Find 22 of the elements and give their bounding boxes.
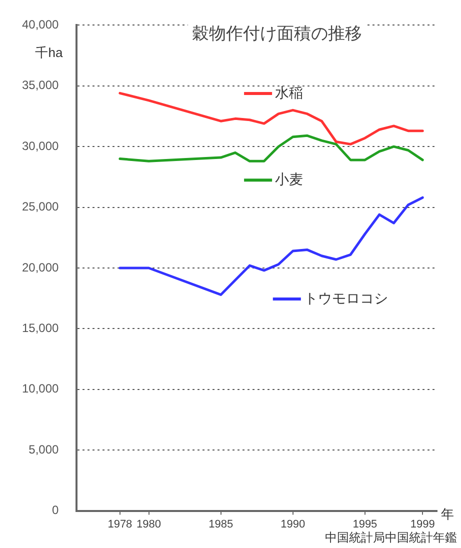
text: 中国統計局中国統計年鑑 [325,530,457,544]
legend-label: 小麦 [275,171,304,188]
y-tick-label: 5,000 [28,442,60,456]
x-tick-label: 1999 [410,518,435,530]
x-axis-title: 年 [441,506,454,522]
y-tick-label: 20,000 [22,260,60,274]
y-tick-label: 35,000 [22,78,60,92]
y-tick-label: 25,000 [22,200,60,214]
y-axis-title: 千ha [35,44,64,60]
legend-label: 水稲 [275,84,304,100]
x-tick-label: 1995 [352,518,378,530]
legend-label: トウモロコシ [304,290,388,306]
y-tick-label: 15,000 [22,321,60,336]
y-tick-label: 0 [52,503,60,518]
chart-title: 穀物作付け面積の推移 [192,24,362,43]
y-tick-label: 10,000 [22,382,60,396]
y-tick-label: 40,000 [22,18,60,32]
y-tick-label: 30,000 [22,138,60,153]
x-tick-label: 1990 [280,518,306,530]
x-tick-label: 1978 [108,518,132,530]
x-tick-label: 1980 [136,518,162,530]
x-tick-label: 1985 [208,518,234,530]
